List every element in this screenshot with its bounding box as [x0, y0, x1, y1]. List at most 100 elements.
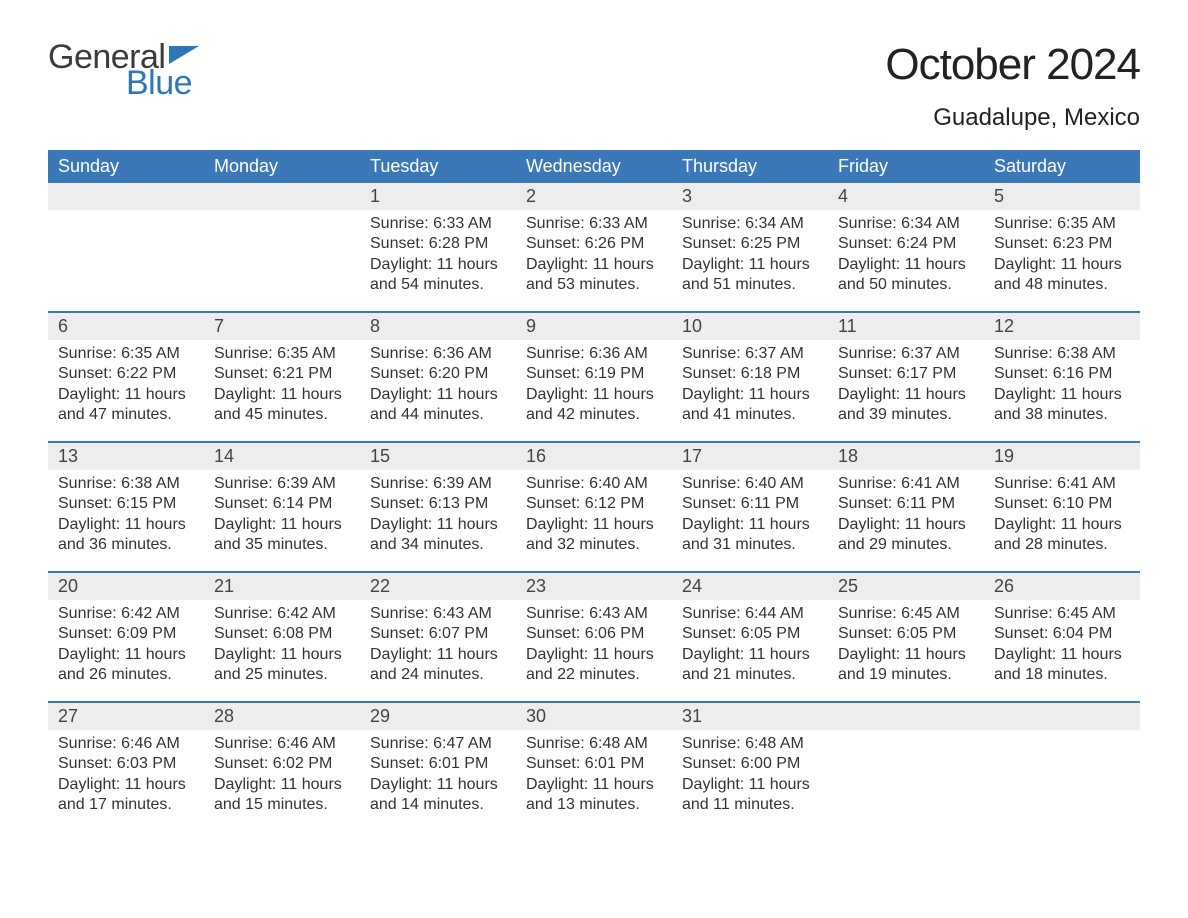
daylight-line2: and 35 minutes. [214, 535, 350, 555]
sunset-text: Sunset: 6:22 PM [58, 364, 194, 384]
sunrise-text: Sunrise: 6:42 AM [58, 604, 194, 624]
sunset-text: Sunset: 6:05 PM [838, 624, 974, 644]
daylight-line2: and 42 minutes. [526, 405, 662, 425]
sunrise-text: Sunrise: 6:35 AM [994, 214, 1130, 234]
calendar-cell: 17Sunrise: 6:40 AMSunset: 6:11 PMDayligh… [672, 443, 828, 571]
day-number: 12 [984, 313, 1140, 340]
cell-body: Sunrise: 6:43 AMSunset: 6:06 PMDaylight:… [516, 600, 672, 686]
day-number: 3 [672, 183, 828, 210]
cell-body: Sunrise: 6:35 AMSunset: 6:21 PMDaylight:… [204, 340, 360, 426]
day-number: 10 [672, 313, 828, 340]
calendar-cell: 20Sunrise: 6:42 AMSunset: 6:09 PMDayligh… [48, 573, 204, 701]
cell-body: Sunrise: 6:48 AMSunset: 6:01 PMDaylight:… [516, 730, 672, 816]
daylight-line2: and 36 minutes. [58, 535, 194, 555]
day-header-row: SundayMondayTuesdayWednesdayThursdayFrid… [48, 150, 1140, 183]
sunrise-text: Sunrise: 6:37 AM [682, 344, 818, 364]
sunset-text: Sunset: 6:14 PM [214, 494, 350, 514]
cell-body: Sunrise: 6:48 AMSunset: 6:00 PMDaylight:… [672, 730, 828, 816]
calendar-cell: 31Sunrise: 6:48 AMSunset: 6:00 PMDayligh… [672, 703, 828, 831]
daylight-line2: and 26 minutes. [58, 665, 194, 685]
day-number: 14 [204, 443, 360, 470]
calendar-cell: 1Sunrise: 6:33 AMSunset: 6:28 PMDaylight… [360, 183, 516, 311]
daylight-line1: Daylight: 11 hours [58, 645, 194, 665]
sunrise-text: Sunrise: 6:36 AM [526, 344, 662, 364]
daylight-line2: and 29 minutes. [838, 535, 974, 555]
day-number: 1 [360, 183, 516, 210]
sunrise-text: Sunrise: 6:34 AM [838, 214, 974, 234]
day-header-cell: Friday [828, 150, 984, 183]
cell-body: Sunrise: 6:33 AMSunset: 6:28 PMDaylight:… [360, 210, 516, 296]
sunset-text: Sunset: 6:11 PM [838, 494, 974, 514]
daylight-line1: Daylight: 11 hours [526, 515, 662, 535]
daylight-line1: Daylight: 11 hours [838, 645, 974, 665]
cell-body: Sunrise: 6:39 AMSunset: 6:13 PMDaylight:… [360, 470, 516, 556]
sunset-text: Sunset: 6:19 PM [526, 364, 662, 384]
daylight-line2: and 11 minutes. [682, 795, 818, 815]
daylight-line1: Daylight: 11 hours [526, 255, 662, 275]
daylight-line2: and 19 minutes. [838, 665, 974, 685]
day-number: 15 [360, 443, 516, 470]
day-number [984, 703, 1140, 730]
sunrise-text: Sunrise: 6:40 AM [682, 474, 818, 494]
sunrise-text: Sunrise: 6:46 AM [214, 734, 350, 754]
day-number: 24 [672, 573, 828, 600]
cell-body: Sunrise: 6:38 AMSunset: 6:15 PMDaylight:… [48, 470, 204, 556]
sunrise-text: Sunrise: 6:35 AM [214, 344, 350, 364]
cell-body: Sunrise: 6:43 AMSunset: 6:07 PMDaylight:… [360, 600, 516, 686]
calendar-cell: 7Sunrise: 6:35 AMSunset: 6:21 PMDaylight… [204, 313, 360, 441]
day-number: 13 [48, 443, 204, 470]
day-number: 7 [204, 313, 360, 340]
month-title: October 2024 [885, 40, 1140, 90]
sunrise-text: Sunrise: 6:48 AM [526, 734, 662, 754]
daylight-line2: and 13 minutes. [526, 795, 662, 815]
daylight-line1: Daylight: 11 hours [682, 775, 818, 795]
sunset-text: Sunset: 6:21 PM [214, 364, 350, 384]
daylight-line2: and 31 minutes. [682, 535, 818, 555]
sunrise-text: Sunrise: 6:40 AM [526, 474, 662, 494]
daylight-line1: Daylight: 11 hours [370, 255, 506, 275]
day-header-cell: Sunday [48, 150, 204, 183]
daylight-line2: and 47 minutes. [58, 405, 194, 425]
cell-body: Sunrise: 6:37 AMSunset: 6:18 PMDaylight:… [672, 340, 828, 426]
day-header-cell: Wednesday [516, 150, 672, 183]
cell-body: Sunrise: 6:45 AMSunset: 6:04 PMDaylight:… [984, 600, 1140, 686]
sunrise-text: Sunrise: 6:45 AM [838, 604, 974, 624]
calendar-cell: 15Sunrise: 6:39 AMSunset: 6:13 PMDayligh… [360, 443, 516, 571]
sunrise-text: Sunrise: 6:38 AM [994, 344, 1130, 364]
calendar-cell: 14Sunrise: 6:39 AMSunset: 6:14 PMDayligh… [204, 443, 360, 571]
daylight-line2: and 28 minutes. [994, 535, 1130, 555]
sunrise-text: Sunrise: 6:43 AM [370, 604, 506, 624]
cell-body: Sunrise: 6:42 AMSunset: 6:09 PMDaylight:… [48, 600, 204, 686]
daylight-line1: Daylight: 11 hours [526, 645, 662, 665]
day-number: 6 [48, 313, 204, 340]
daylight-line1: Daylight: 11 hours [370, 775, 506, 795]
day-number: 19 [984, 443, 1140, 470]
day-number: 8 [360, 313, 516, 340]
day-header-cell: Thursday [672, 150, 828, 183]
sunset-text: Sunset: 6:01 PM [526, 754, 662, 774]
cell-body: Sunrise: 6:46 AMSunset: 6:02 PMDaylight:… [204, 730, 360, 816]
daylight-line2: and 53 minutes. [526, 275, 662, 295]
sunset-text: Sunset: 6:01 PM [370, 754, 506, 774]
calendar-cell: 12Sunrise: 6:38 AMSunset: 6:16 PMDayligh… [984, 313, 1140, 441]
day-number: 29 [360, 703, 516, 730]
calendar: SundayMondayTuesdayWednesdayThursdayFrid… [48, 150, 1140, 831]
day-number: 2 [516, 183, 672, 210]
sunset-text: Sunset: 6:23 PM [994, 234, 1130, 254]
sunset-text: Sunset: 6:06 PM [526, 624, 662, 644]
calendar-cell: 24Sunrise: 6:44 AMSunset: 6:05 PMDayligh… [672, 573, 828, 701]
calendar-cell: 3Sunrise: 6:34 AMSunset: 6:25 PMDaylight… [672, 183, 828, 311]
daylight-line2: and 39 minutes. [838, 405, 974, 425]
day-number: 23 [516, 573, 672, 600]
sunset-text: Sunset: 6:03 PM [58, 754, 194, 774]
logo-word-blue: Blue [126, 66, 199, 100]
calendar-cell [48, 183, 204, 311]
cell-body: Sunrise: 6:45 AMSunset: 6:05 PMDaylight:… [828, 600, 984, 686]
calendar-cell: 16Sunrise: 6:40 AMSunset: 6:12 PMDayligh… [516, 443, 672, 571]
sunrise-text: Sunrise: 6:47 AM [370, 734, 506, 754]
day-number: 5 [984, 183, 1140, 210]
daylight-line2: and 22 minutes. [526, 665, 662, 685]
sunrise-text: Sunrise: 6:39 AM [370, 474, 506, 494]
daylight-line1: Daylight: 11 hours [994, 255, 1130, 275]
day-number: 25 [828, 573, 984, 600]
